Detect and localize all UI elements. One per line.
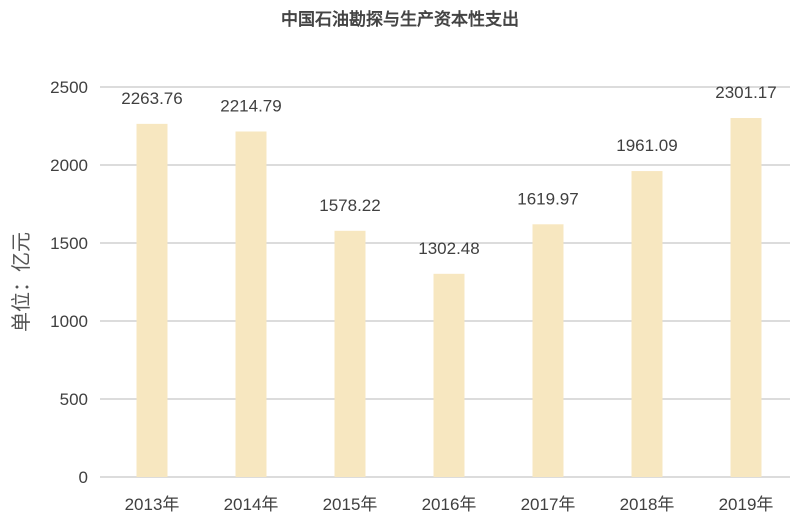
- x-tick-label: 2013年: [125, 495, 180, 514]
- y-tick-label: 2000: [50, 156, 88, 175]
- data-label: 2263.76: [121, 89, 182, 108]
- y-tick-label: 1500: [50, 234, 88, 253]
- data-label: 1578.22: [319, 196, 380, 215]
- y-tick-label: 0: [79, 468, 88, 487]
- y-tick-label: 1000: [50, 312, 88, 331]
- x-tick-label: 2014年: [224, 495, 279, 514]
- data-label: 1619.97: [517, 189, 578, 208]
- bar-2017年: [532, 224, 564, 477]
- data-label: 1961.09: [616, 136, 677, 155]
- bar-2013年: [136, 123, 168, 477]
- data-label: 2301.17: [715, 83, 776, 102]
- y-axis-label: 单位：亿元: [9, 232, 33, 332]
- bar-2018年: [631, 171, 663, 478]
- y-tick-label: 500: [60, 390, 88, 409]
- bar-2016年: [433, 273, 465, 477]
- x-tick-label: 2017年: [521, 495, 576, 514]
- data-label: 1302.48: [418, 239, 479, 258]
- x-tick-label: 2016年: [422, 495, 477, 514]
- y-tick-label: 2500: [50, 78, 88, 97]
- chart-title: 中国石油勘探与生产资本性支出: [281, 9, 519, 30]
- bar-2015年: [334, 230, 366, 477]
- data-label: 2214.79: [220, 96, 281, 115]
- x-tick-label: 2018年: [620, 495, 675, 514]
- bar-2019年: [730, 118, 762, 477]
- x-tick-label: 2019年: [719, 495, 774, 514]
- bar-2014年: [235, 131, 267, 477]
- x-tick-label: 2015年: [323, 495, 378, 514]
